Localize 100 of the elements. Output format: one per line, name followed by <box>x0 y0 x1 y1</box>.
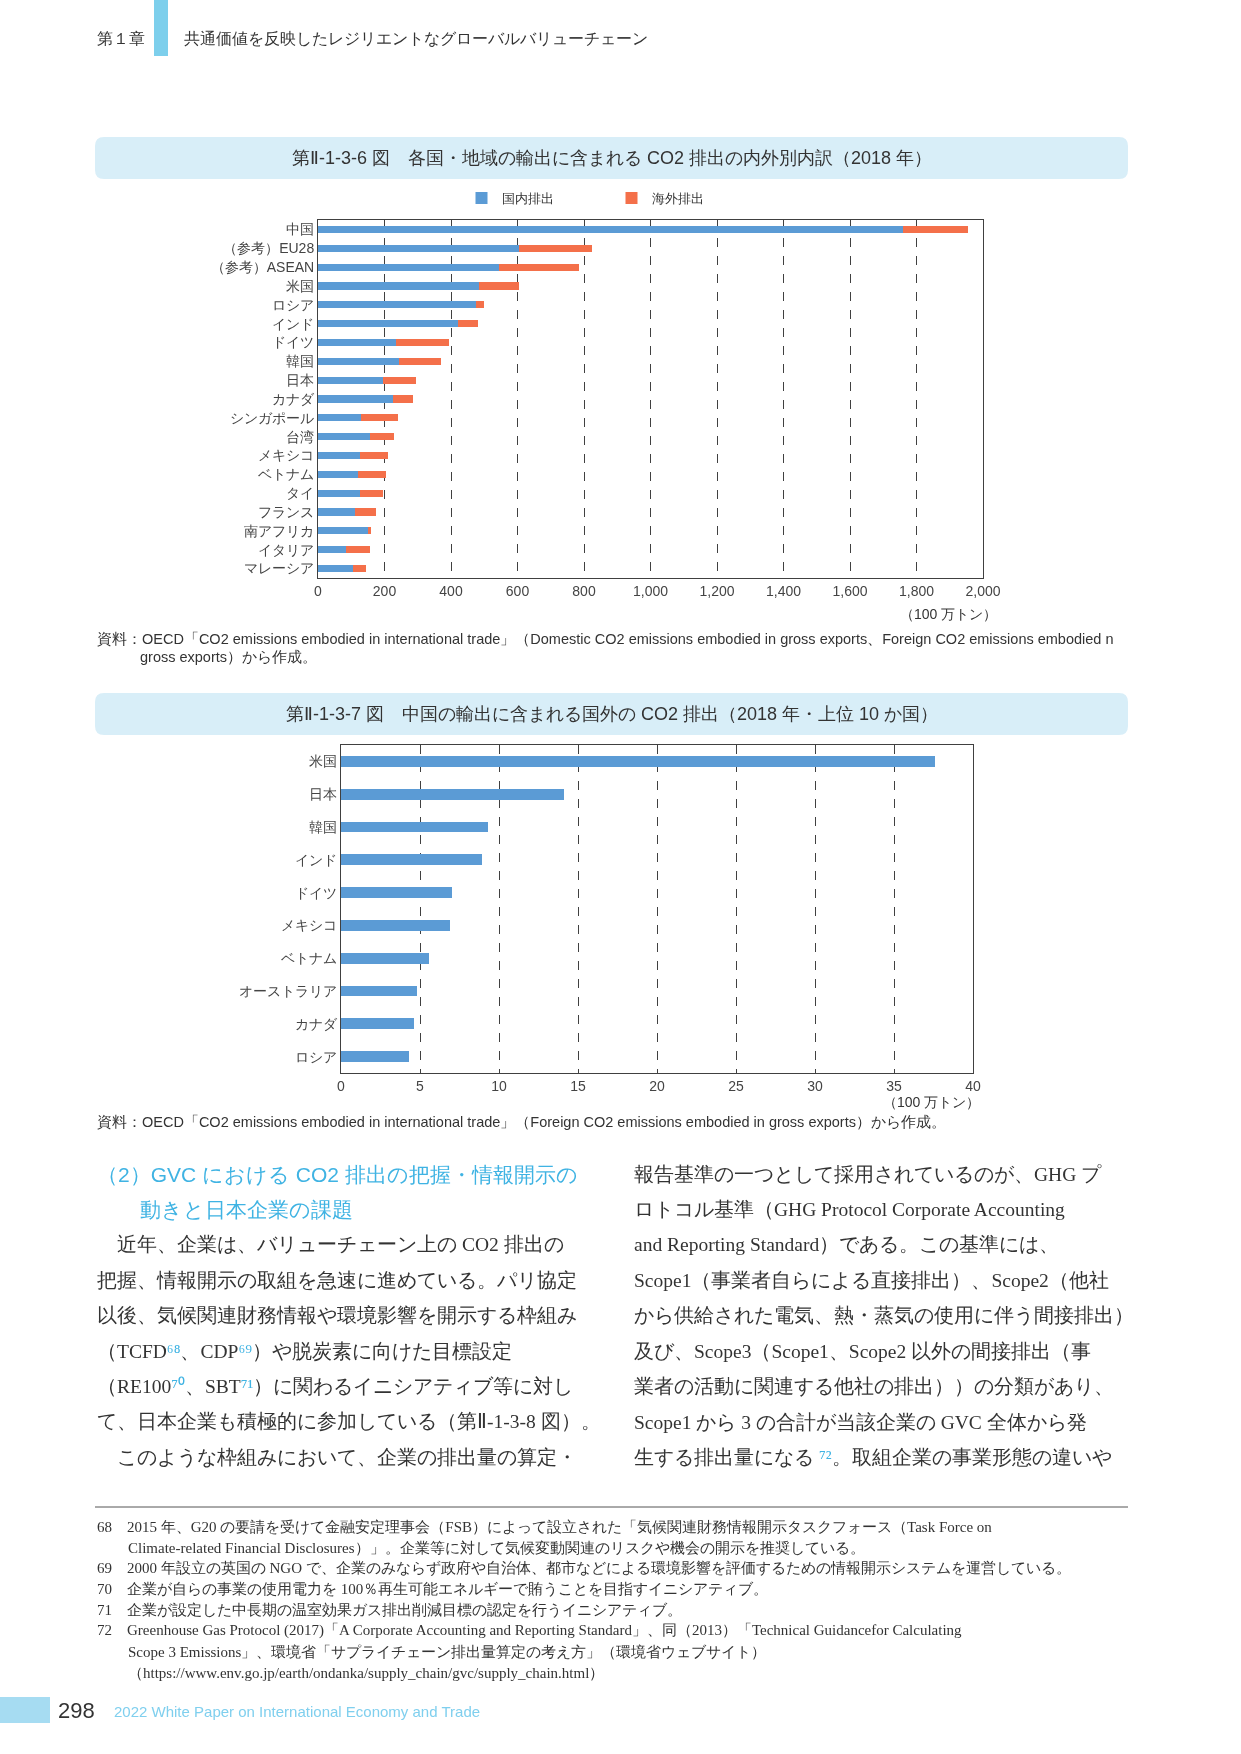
text: 2022 White Paper on International Economy and Trade <box>114 1703 481 1720</box>
bar <box>318 565 353 573</box>
y-tick-label: タイ <box>286 485 315 502</box>
bar <box>341 952 430 964</box>
x-tick-label: 1,600 <box>832 582 868 599</box>
bar <box>396 338 450 347</box>
text: 68 2015 年、G20 の要請を受けて金融安定理事会（FSB）によって設立された「気候関連財務情報開示タスクフォース（Task Force on Climate-related Financial Disclosures）」。企業等に対して気候変動関連のリスクや機会の開示を推奨している。 <box>97 1519 993 1556</box>
bar <box>399 357 442 365</box>
x-tick-label: 1,200 <box>699 582 735 599</box>
bar <box>341 788 564 800</box>
y-tick-label: 南アフリカ <box>244 522 315 539</box>
y-tick-label: イタリア <box>258 541 315 558</box>
text: 71 企業が設定した中長期の温室効果ガス排出削減目標の認定を行うイニシアティブ。 <box>97 1602 682 1618</box>
text: （2）GVC における CO2 排出の把握・情報開示の動きと日本企業の課題 <box>97 1163 578 1221</box>
x-tick-label: 15 <box>570 1077 586 1094</box>
y-tick-label: ドイツ <box>295 884 338 901</box>
x-tick-label: 400 <box>439 582 463 599</box>
text: 資料：OECD「CO2 emissions embodied in international trade」（Domestic CO2 emissions embodied in gross exports、Foreign CO2 emissions embodied n gross exports）から作成。 <box>97 631 1114 665</box>
bar <box>346 546 370 554</box>
y-tick-label: 米国 <box>286 277 315 294</box>
y-tick-label: 韓国 <box>286 353 315 370</box>
bar <box>341 985 417 997</box>
bar <box>903 225 969 233</box>
x-tick-label: 200 <box>372 582 397 599</box>
bar <box>318 508 355 516</box>
x-tick-label: 800 <box>572 582 596 599</box>
y-tick-label: （参考）EU28 <box>223 240 315 257</box>
bar <box>341 1018 414 1030</box>
chart-title: 第Ⅱ-1-3-6 図 各国・地域の輸出に含まれる CO2 排出の内外別内訳（2018 年） <box>292 148 933 168</box>
bar <box>318 470 358 478</box>
bar <box>499 263 580 271</box>
y-tick-label: ロシア <box>295 1048 338 1065</box>
bar <box>318 433 370 441</box>
y-tick-label: オーストラリア <box>239 982 338 999</box>
y-tick-label: ベトナム <box>258 466 315 483</box>
y-tick-label: シンガポール <box>230 409 315 426</box>
bar <box>318 338 397 347</box>
bar <box>341 1051 409 1063</box>
bar <box>352 565 367 573</box>
bar <box>457 320 478 328</box>
y-tick-label: インド <box>295 851 338 868</box>
bar <box>357 470 387 478</box>
x-tick-label: 40 <box>965 1077 981 1094</box>
y-tick-label: フランス <box>258 503 315 520</box>
bar <box>318 451 360 460</box>
text: 近年、企業は、バリューチェーン上の CO2 排出の把握、情報開示の取組を急速に進めている。パリ協定以後、気候関連財務情報や環境影響を開示する枠組み（TCFD⁶⁸、CDP⁶⁹）や脱炭素に向けた目標設定（RE100⁷⁰、SBT⁷¹）に関わるイニシアティブ等に対して、日本企業も積極的に参加している（第Ⅱ-1-3-8 図）。このような枠組みにおいて、企業の排出量の算定・ <box>97 1234 601 1468</box>
bar <box>392 395 413 403</box>
bar <box>361 414 398 422</box>
y-tick-label: カナダ <box>272 390 316 407</box>
y-tick-label: （参考）ASEAN <box>210 259 315 276</box>
bar <box>318 527 368 535</box>
y-tick-label: 米国 <box>309 753 338 770</box>
bar <box>318 225 904 233</box>
bar <box>318 263 500 271</box>
bar <box>369 433 395 441</box>
bar <box>318 546 347 554</box>
bar <box>359 489 383 497</box>
y-tick-label: インド <box>272 315 315 332</box>
x-tick-label: 10 <box>491 1077 507 1094</box>
bar <box>318 301 476 309</box>
text: 72 Greenhouse Gas Protocol (2017)「A Corporate Accounting and Reporting Standard」、同（2013）「Technical Guidancefor Calculating Scope 3 Emissions」、環境省「サプライチェーン排出量算定の考え方」（環境省ウェブサイト）（https://www.env.go.jp/earth/ondanka/supply_chain/gvc/supply_chain.html） <box>97 1622 963 1681</box>
legend-label: 国内排出 <box>501 191 554 207</box>
bar <box>519 244 593 252</box>
y-tick-label: カナダ <box>295 1015 339 1032</box>
text: 69 2000 年設立の英国の NGO で、企業のみならず政府や自治体、都市などによる環境影響を評価するための情報開示システムを運営している。 <box>97 1560 1071 1577</box>
x-tick-label: 30 <box>807 1077 823 1094</box>
y-tick-label: マレーシア <box>244 560 315 577</box>
y-tick-label: メキシコ <box>258 447 315 464</box>
bar <box>475 301 485 309</box>
bar <box>318 489 360 497</box>
y-tick-label: メキシコ <box>281 917 338 934</box>
y-tick-label: 日本 <box>309 786 338 803</box>
bar <box>318 376 383 384</box>
y-tick-label: 日本 <box>286 372 315 389</box>
x-tick-label: 1,400 <box>765 582 802 599</box>
bar <box>359 451 388 460</box>
y-tick-label: ドイツ <box>272 334 315 351</box>
bar <box>341 821 488 833</box>
legend-label: 海外排出 <box>651 191 704 207</box>
x-axis-title: （100 万トン） <box>883 1094 981 1110</box>
bar <box>318 244 520 252</box>
x-tick-label: 1,800 <box>898 582 935 599</box>
text: 報告基準の一つとして採用されているのが、GHG プロトコル基準（GHG Protocol Corporate Accounting and Reporting Standard）である。この基準には、Scope1（事業者自らによる直接排出）、Scope2（他社から供給された電気、熱・蒸気の使用に伴う間接排出）及び、Scope3（Scope1、Scope2 以外の間接排出（事業者の活動に関連する他社の排出））の分類があり、Scope1 から 3 の合計が当該企業の GVC 全体から発生する排出量になる ⁷²。取組企業の事業形態の違いや <box>634 1164 1134 1468</box>
text: 共通価値を反映したレジリエントなグローバルバリューチェーン <box>184 30 648 47</box>
bar <box>318 282 480 290</box>
x-tick-label: 25 <box>728 1077 744 1094</box>
chart-title: 第Ⅱ-1-3-7 図 中国の輸出に含まれる国外の CO2 排出（2018 年・上位 10 か国） <box>286 704 939 724</box>
y-tick-label: 台湾 <box>286 428 315 445</box>
bar <box>318 320 458 328</box>
x-tick-label: 0 <box>314 582 323 599</box>
bar <box>341 854 482 866</box>
text: 298 <box>58 1698 95 1723</box>
x-tick-label: 35 <box>886 1077 902 1094</box>
bar <box>318 414 362 422</box>
x-tick-label: 0 <box>337 1077 346 1094</box>
x-tick-label: 600 <box>505 582 530 599</box>
y-tick-label: ロシア <box>272 296 315 313</box>
bar <box>341 755 936 767</box>
y-tick-label: ベトナム <box>281 950 338 967</box>
x-axis-title: （100 万トン） <box>900 606 998 622</box>
